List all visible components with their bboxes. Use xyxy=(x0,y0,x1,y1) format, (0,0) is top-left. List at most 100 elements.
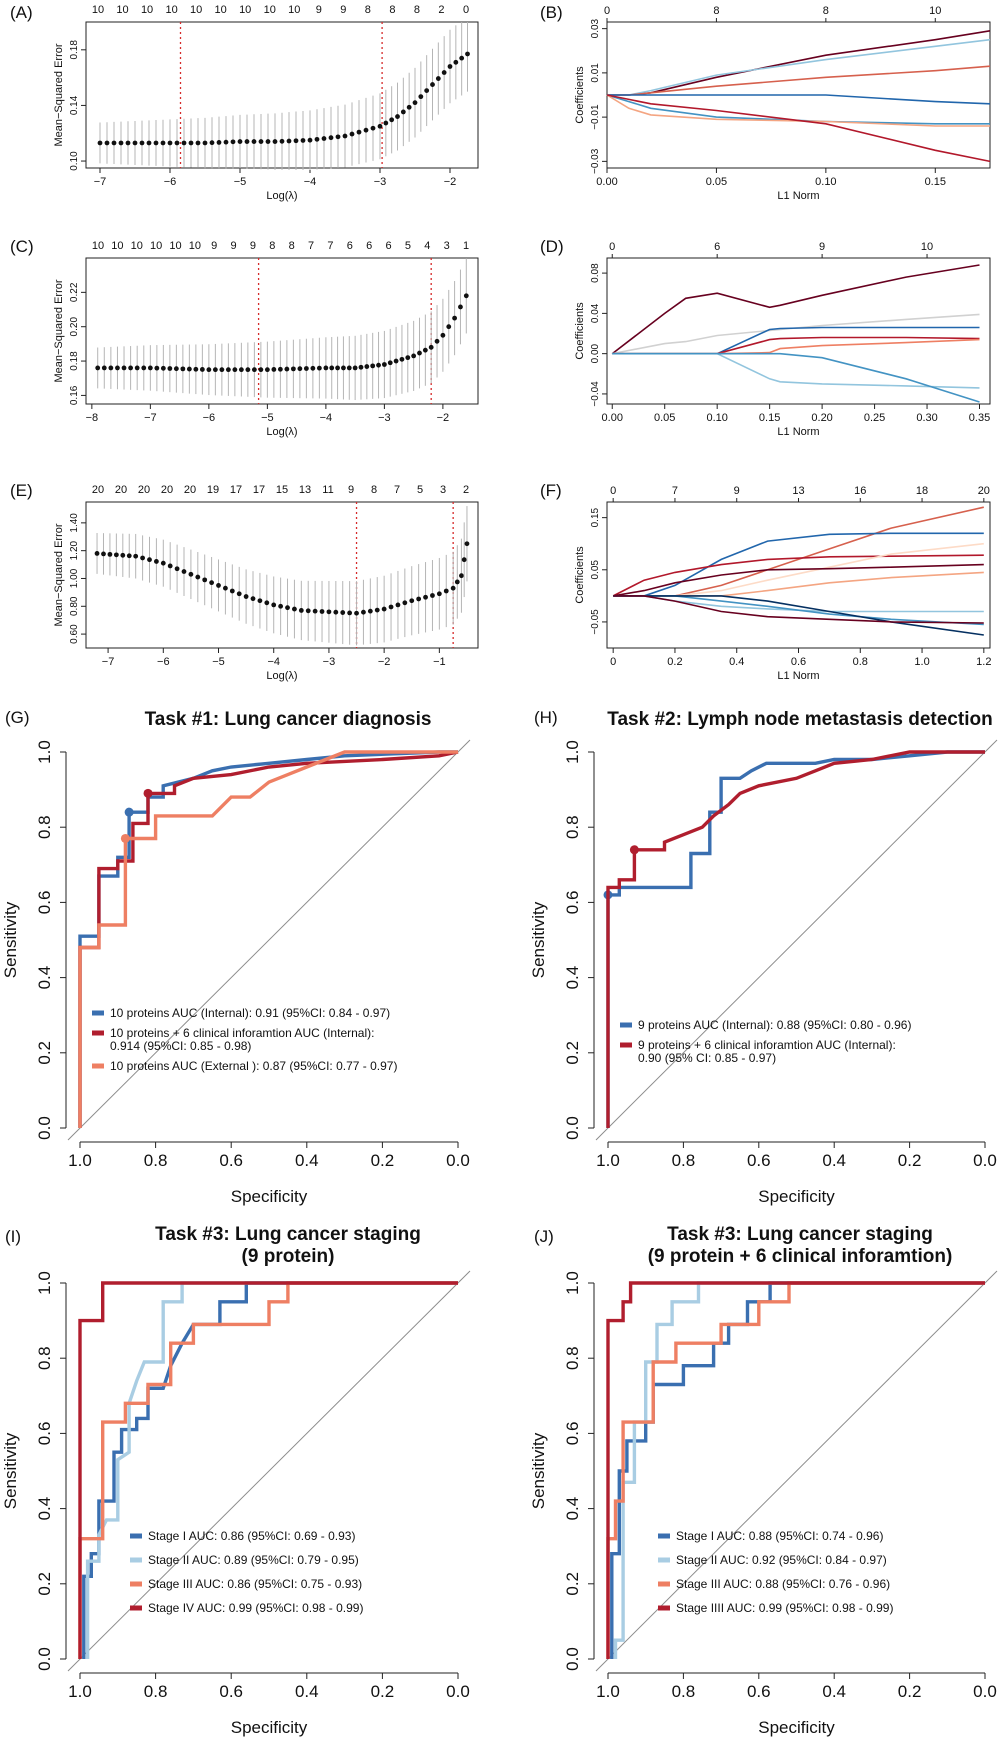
data-point xyxy=(388,604,394,610)
data-point xyxy=(307,137,313,143)
data-point xyxy=(245,367,251,373)
data-point xyxy=(108,365,114,371)
data-point xyxy=(284,366,290,372)
data-point xyxy=(223,585,228,591)
top-tick-label: 7 xyxy=(394,484,400,496)
panel-label: (B) xyxy=(540,3,563,22)
data-point xyxy=(229,588,235,594)
x-tick-label: −5 xyxy=(261,412,274,424)
legend-label: Stage I AUC: 0.88 (95%CI: 0.74 - 0.96) xyxy=(676,1529,883,1543)
data-point xyxy=(349,131,355,137)
data-point xyxy=(132,140,138,146)
data-point xyxy=(358,364,364,370)
x-axis-label: Log(λ) xyxy=(266,670,297,682)
coefficient-line xyxy=(612,338,980,355)
x-tick-label: −3 xyxy=(374,176,387,188)
cutoff-point xyxy=(629,845,639,855)
x-tick-label: −8 xyxy=(86,412,99,424)
panel-j: (J) 1.0 0.8 0.6 0.4 0.2 0.0 0.0 0.2 0.4 0.6 0.8 1.0 S… xyxy=(529,1224,998,1737)
data-point xyxy=(111,140,117,146)
data-point xyxy=(146,140,152,146)
data-point xyxy=(258,139,264,144)
coefficient-line xyxy=(612,313,980,355)
data-point xyxy=(128,365,134,371)
data-point xyxy=(374,607,380,613)
x-tick-label: 1.0 xyxy=(68,1151,92,1170)
top-tick-label: 15 xyxy=(276,484,288,496)
y-tick-label: 1.40 xyxy=(69,513,80,533)
y-tick-label: 0.8 xyxy=(563,1346,582,1370)
y-tick-label: 0.0 xyxy=(35,1647,54,1671)
top-tick-label: 10 xyxy=(190,4,202,16)
x-tick-label: −5 xyxy=(212,656,225,668)
top-tick-label: 10 xyxy=(111,240,123,252)
data-point xyxy=(195,574,201,580)
x-axis-label: Log(λ) xyxy=(266,190,297,202)
data-point xyxy=(293,138,299,144)
data-point xyxy=(395,114,400,119)
top-tick-label: 4 xyxy=(424,240,430,252)
x-tick-label: 0.4 xyxy=(295,1151,319,1170)
x-tick-label: 0.8 xyxy=(672,1151,696,1170)
data-point xyxy=(251,139,257,144)
coefficient-line xyxy=(607,65,991,96)
coefficient-line xyxy=(613,595,984,636)
top-tick-label: 2 xyxy=(438,4,444,16)
x-tick-label: 1.0 xyxy=(596,1682,620,1701)
top-tick-label: 13 xyxy=(792,485,804,497)
data-point xyxy=(381,362,387,367)
top-tick-label: 10 xyxy=(116,4,128,16)
data-point xyxy=(272,139,278,144)
data-point xyxy=(174,566,180,572)
x-tick-label: 0.8 xyxy=(144,1151,168,1170)
data-point xyxy=(199,367,205,372)
x-tick-label: 0.2 xyxy=(371,1682,395,1701)
y-tick-label: 0.22 xyxy=(69,282,80,302)
roc-curve xyxy=(613,1281,985,1659)
data-point xyxy=(139,140,145,146)
x-tick-label: 0.6 xyxy=(219,1151,243,1170)
y-axis-label: Coefficients xyxy=(574,546,586,604)
x-tick-label: 0.2 xyxy=(371,1151,395,1170)
data-point xyxy=(367,608,373,614)
data-point xyxy=(459,55,465,61)
x-tick-label: 0.35 xyxy=(969,412,990,424)
x-tick-label: 0.10 xyxy=(815,176,836,188)
legend-label: 0.914 (95%CI: 0.85 - 0.98) xyxy=(110,1039,251,1053)
data-point xyxy=(300,138,306,143)
roc-curve xyxy=(78,1281,458,1659)
x-tick-label: −4 xyxy=(304,176,317,188)
x-tick-label: 0.05 xyxy=(706,176,727,188)
x-tick-label: −2 xyxy=(444,176,457,188)
data-point xyxy=(412,100,418,106)
top-tick-label: 17 xyxy=(230,484,242,496)
top-tick-label: 10 xyxy=(131,240,143,252)
data-point xyxy=(195,140,201,146)
top-tick-label: 3 xyxy=(440,484,446,496)
top-tick-label: 9 xyxy=(734,485,740,497)
cutoff-point xyxy=(120,833,130,843)
data-point xyxy=(216,140,222,145)
panel-h: (H) 1.0 0.8 0.6 0.4 0.2 0.0 0.0 0.2 0.4 0.6 0.8 1.0 S… xyxy=(529,708,998,1206)
data-point xyxy=(188,140,194,146)
data-point xyxy=(173,366,179,372)
data-point xyxy=(292,606,297,612)
y-tick-label: 0.2 xyxy=(35,1041,54,1065)
y-tick-label: 0.6 xyxy=(563,1422,582,1446)
y-tick-label: 0.01 xyxy=(590,63,601,83)
panel-label: (D) xyxy=(540,237,564,256)
x-tick-label: −6 xyxy=(203,412,216,424)
chart-title: Task #2: Lymph node metastasis detection xyxy=(607,709,992,730)
top-tick-label: 20 xyxy=(184,484,196,496)
y-tick-label: −0.04 xyxy=(590,381,601,407)
legend-label: 9 proteins AUC (Internal): 0.88 (95%CI: … xyxy=(638,1018,911,1032)
data-point xyxy=(243,594,249,599)
x-tick-label: 0.6 xyxy=(219,1682,243,1701)
y-tick-label: 0.6 xyxy=(563,891,582,915)
top-tick-label: 6 xyxy=(385,240,391,252)
x-axis-label: Specificity xyxy=(231,1187,308,1206)
roc-curve xyxy=(606,750,985,1128)
y-axis-label: Mean−Squared Error xyxy=(53,523,65,626)
legend-label: Stage IIII AUC: 0.99 (95%CI: 0.98 - 0.99… xyxy=(676,1601,893,1615)
y-tick-label: −0.05 xyxy=(590,609,601,635)
